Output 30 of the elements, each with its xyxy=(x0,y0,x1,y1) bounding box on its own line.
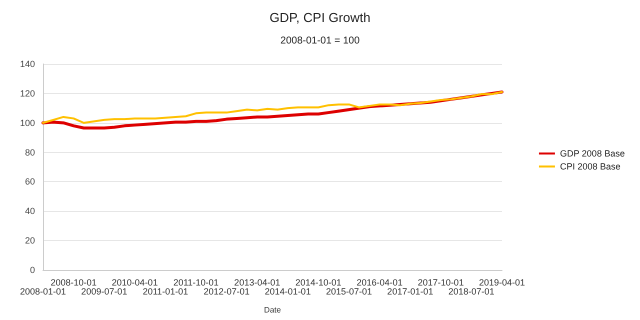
x-tick-label: 2016-04-01 xyxy=(356,278,403,288)
x-tick-label: 2014-10-01 xyxy=(295,278,342,288)
legend-label: GDP 2008 Base xyxy=(560,148,625,158)
x-tick-label: 2017-10-01 xyxy=(418,278,464,288)
x-tick-label: 2011-01-01 xyxy=(142,286,188,296)
x-tick-label: 2009-07-01 xyxy=(81,286,128,296)
x-tick-label: 2013-04-01 xyxy=(234,278,280,288)
chart-subtitle: 2008-01-01 = 100 xyxy=(280,36,360,46)
legend-label: CPI 2008 Base xyxy=(560,162,621,172)
x-tick-label: 2010-04-01 xyxy=(112,278,158,288)
y-tick-label: 100 xyxy=(20,118,35,128)
x-tick-label: 2011-10-01 xyxy=(173,278,219,288)
y-tick-label: 40 xyxy=(24,206,35,216)
y-tick-label: 20 xyxy=(24,236,35,246)
y-tick-label: 80 xyxy=(24,147,35,158)
x-tick-label: 2015-07-01 xyxy=(326,286,372,296)
x-tick-label: 2018-07-01 xyxy=(448,286,494,296)
y-tick-label: 140 xyxy=(20,59,35,69)
chart-title: GDP, CPI Growth xyxy=(270,10,370,25)
y-tick-label: 0 xyxy=(30,265,35,275)
y-tick-label: 60 xyxy=(24,176,35,187)
line-series xyxy=(42,90,503,124)
x-tick-label: 2008-10-01 xyxy=(50,278,97,288)
x-axis-title: Date xyxy=(264,306,282,314)
x-tick-label: 2017-01-01 xyxy=(387,286,434,296)
x-tick-label: 2008-01-01 xyxy=(20,286,66,296)
x-tick-label: 2014-01-01 xyxy=(264,286,311,296)
x-tick-label: 2019-04-01 xyxy=(478,278,526,288)
y-tick-label: 120 xyxy=(20,88,35,98)
x-tick-label: 2012-07-01 xyxy=(204,286,250,296)
